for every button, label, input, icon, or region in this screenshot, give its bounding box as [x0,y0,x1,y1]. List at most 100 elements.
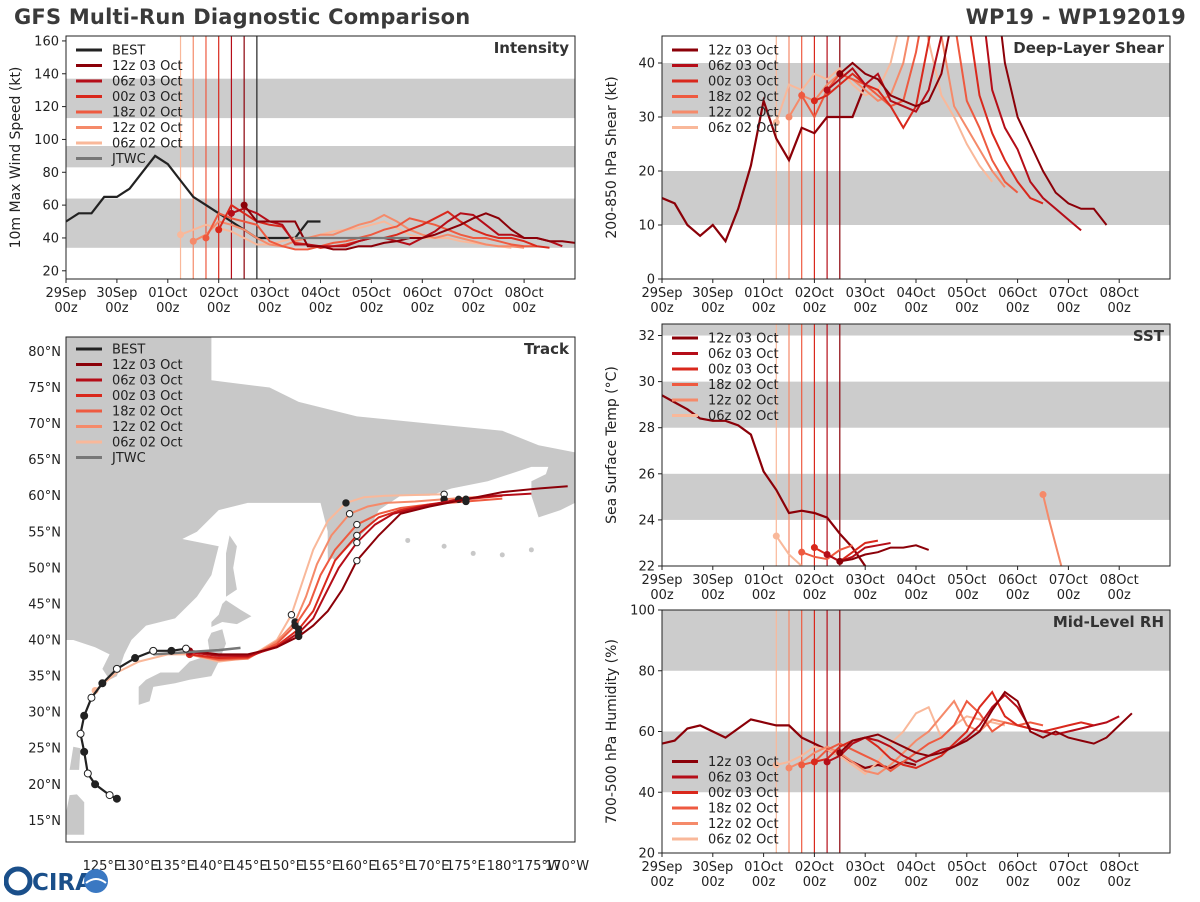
x-tick-hour-label: 00z [803,301,827,316]
legend-label: 18z 02 Oct [708,90,779,105]
best-track [79,647,187,800]
plot-area [662,36,1170,279]
cira-logo: CIRA [3,866,112,902]
y-tick-label: 32 [638,329,655,344]
lon-tick-label: 175°W [517,859,561,874]
lat-tick-label: 75°N [28,381,61,396]
y-tick-label: 0 [647,273,655,288]
y-tick-label: 100 [34,133,59,148]
best-track-point [80,747,89,756]
x-tick-label: 04Oct [896,286,935,301]
panel-title: SST [1133,327,1165,345]
lat-tick-label: 65°N [28,453,61,468]
legend-label: 00z 03 Oct [708,786,779,801]
legend-label: 06z 03 Oct [112,374,183,389]
lon-tick-label: 135°E [155,859,195,874]
map-area [66,337,575,835]
x-tick-label: 05Oct [947,860,986,875]
threshold-band [66,78,575,119]
y-tick-label: 22 [638,560,655,575]
lon-tick-label: 140°E [192,859,232,874]
lat-tick-label: 60°N [28,489,61,504]
lat-tick-label: 15°N [28,814,61,829]
track-time-marker [353,538,361,547]
x-tick-label: 29Sep [45,286,86,301]
y-tick-label: 40 [638,786,655,801]
run-init-point [836,557,844,565]
y-tick-label: 10 [638,219,655,234]
x-tick-label: 05Oct [947,286,986,301]
y-tick-label: 40 [638,57,655,72]
y-tick-label: 20 [638,165,655,180]
lon-tick-label: 170°E [410,859,450,874]
x-tick-hour-label: 00z [701,588,725,603]
best-track-point [131,654,140,663]
run-line-0 [839,544,930,563]
x-tick-hour-label: 00z [258,301,282,316]
run-line-1 [826,36,1082,232]
legend-label: 06z 02 Oct [708,409,779,424]
x-tick-hour-label: 00z [512,301,536,316]
run-init-point [240,201,248,209]
land-hokkaido [211,600,252,627]
x-tick-hour-label: 00z [650,875,674,890]
land-asia [66,337,575,680]
y-tick-label: 20 [42,264,59,279]
y-tick-label: 160 [34,34,59,49]
land-honshu [138,629,226,705]
x-tick-label: 29Sep [641,860,682,875]
x-tick-label: 07Oct [1049,286,1088,301]
legend-label: 12z 02 Oct [112,121,183,136]
land-kamchatka [320,488,379,561]
x-tick-label: 04Oct [301,286,340,301]
lat-tick-label: 35°N [28,670,61,685]
x-tick-label: 08Oct [505,286,544,301]
x-tick-hour-label: 00z [105,301,129,316]
lat-tick-label: 25°N [28,742,61,757]
run-init-point [189,237,197,245]
x-tick-label: 03Oct [250,286,289,301]
panel-title: Intensity [494,39,570,57]
x-tick-label: 08Oct [1100,573,1139,588]
y-tick-label: 80 [638,664,655,679]
best-track-line [66,154,321,240]
x-tick-hour-label: 00z [207,301,231,316]
map-frame [65,336,576,843]
lon-tick-label: 130°E [119,859,159,874]
y-axis-label: 10m Max Wind Speed (kt) [8,67,24,249]
track-time-marker [342,499,350,507]
track-time-marker [345,510,354,518]
y-tick-label: 140 [34,67,59,82]
y-axis-label: 200-850 hPa Shear (kt) [604,76,620,238]
legend-label: 00z 03 Oct [112,90,183,105]
x-tick-hour-label: 00z [1006,301,1030,316]
x-tick-label: 01Oct [744,573,783,588]
best-track-point [167,646,176,655]
run-line-3 [205,212,537,251]
x-tick-label: 05Oct [352,286,391,301]
lat-tick-label: 30°N [28,706,61,721]
land-luzon [66,794,85,835]
legend-label: 06z 03 Oct [708,771,779,786]
x-tick-hour-label: 00z [752,301,776,316]
run-init-point [177,231,185,239]
legend-label: 06z 02 Oct [708,833,779,848]
page-title: GFS Multi-Run Diagnostic Comparison [14,5,471,29]
x-tick-label: 03Oct [846,860,885,875]
legend-label: 06z 03 Oct [708,347,779,362]
lon-tick-label: 180° [487,859,518,874]
y-tick-label: 120 [34,100,59,115]
best-track-point [112,664,121,673]
y-tick-label: 80 [42,166,59,181]
legend-label: 12z 03 Oct [112,358,183,373]
x-tick-label: 07Oct [1049,860,1088,875]
run-init-point [798,548,806,556]
x-tick-label: 30Sep [692,573,733,588]
x-tick-label: 30Sep [692,860,733,875]
x-tick-hour-label: 00z [1057,588,1081,603]
x-tick-label: 06Oct [998,573,1037,588]
x-tick-hour-label: 00z [1108,588,1132,603]
x-tick-hour-label: 00z [752,588,776,603]
